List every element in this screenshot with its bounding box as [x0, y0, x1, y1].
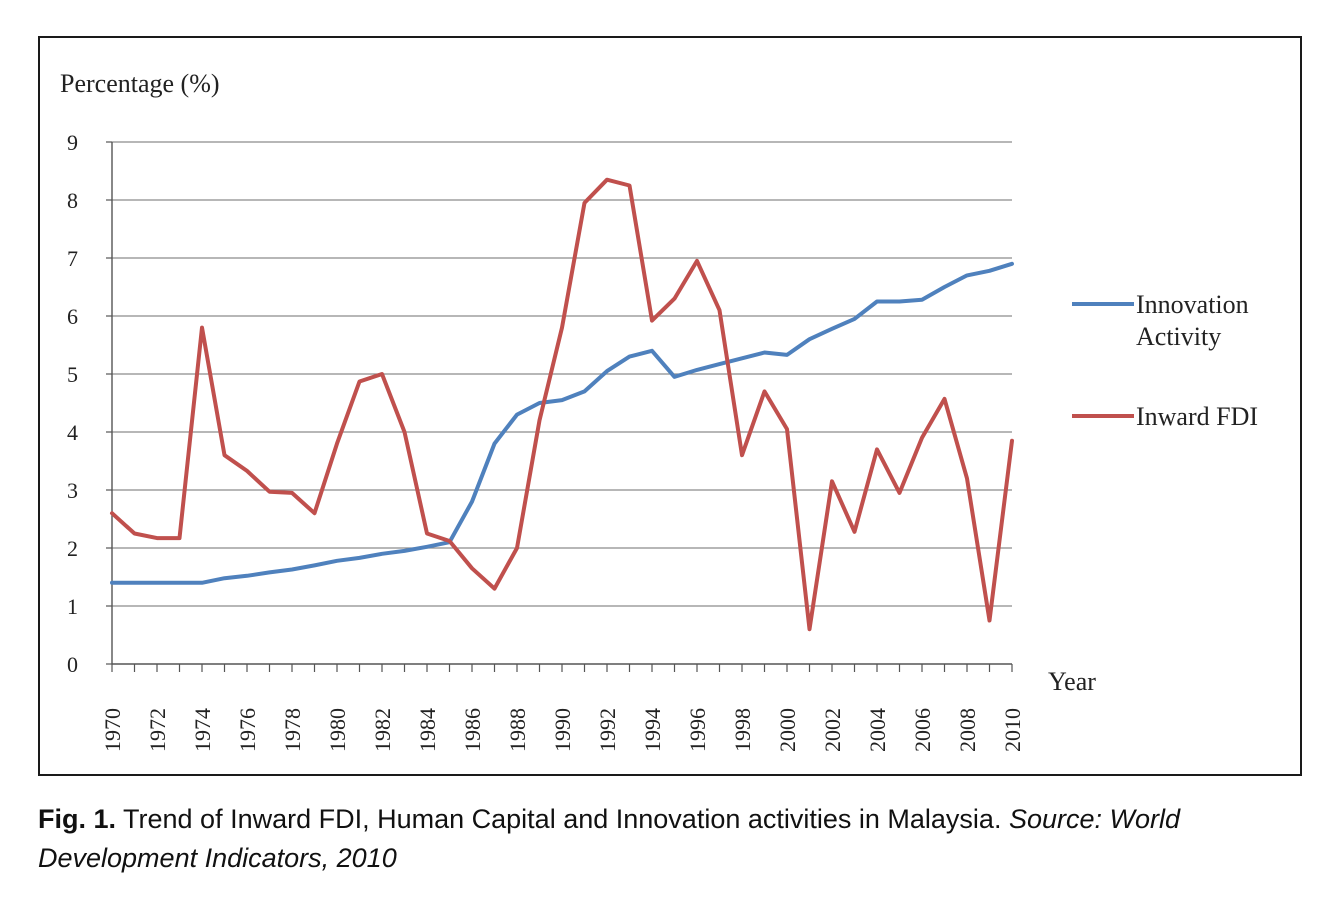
x-tick-label: 1984 — [415, 708, 440, 752]
y-tick-label: 1 — [67, 594, 78, 619]
legend: Innovation Activity Inward FDI — [1072, 290, 1258, 431]
x-tick-label: 1992 — [595, 708, 620, 752]
x-tick-label: 1976 — [235, 708, 260, 752]
x-tick-label: 2000 — [775, 708, 800, 752]
y-tick-label: 8 — [67, 188, 78, 213]
gridlines — [112, 141, 1012, 607]
x-tick-label: 1990 — [550, 708, 575, 752]
series-lines — [110, 177, 1014, 632]
x-tick-label: 2006 — [910, 708, 935, 752]
caption-text: Trend of Inward FDI, Human Capital and I… — [116, 804, 1009, 834]
x-tick-label: 1980 — [325, 708, 350, 752]
y-tick-label: 3 — [67, 478, 78, 503]
y-tick-label: 9 — [67, 130, 78, 155]
x-tick-label: 2008 — [955, 708, 980, 752]
y-axis-title: Percentage (%) — [60, 69, 220, 98]
y-tick-label: 4 — [67, 420, 78, 445]
x-tick-label: 1994 — [640, 708, 665, 752]
x-tick-label: 1974 — [190, 708, 215, 752]
caption-label: Fig. 1. — [38, 804, 117, 834]
y-tick-label: 2 — [67, 536, 78, 561]
y-tick-label: 0 — [67, 652, 78, 677]
axes — [106, 141, 1013, 672]
y-tick-labels: 0 1 2 3 4 5 6 7 8 9 — [67, 130, 78, 677]
legend-label-2: Inward FDI — [1136, 402, 1258, 431]
x-tick-label: 1996 — [685, 708, 710, 752]
x-tick-label: 1986 — [460, 708, 485, 752]
legend-label-1: Innovation Activity — [1136, 290, 1249, 351]
x-tick-label: 2010 — [1000, 708, 1025, 752]
x-tick-labels: 1970 1972 1974 1976 1978 1980 1982 1984 1986 1988… — [100, 708, 1025, 752]
caption-source: Source: World Development Indicators, 20… — [38, 804, 1181, 873]
y-tick-label: 6 — [67, 304, 78, 329]
y-tick-label: 5 — [67, 362, 78, 387]
y-tick-label: 7 — [67, 246, 78, 271]
series-line-2 — [110, 177, 1014, 632]
x-tick-label: 1982 — [370, 708, 395, 752]
x-axis-title: Year — [1048, 667, 1096, 696]
series-line-1 — [110, 261, 1014, 585]
x-tick-label: 1998 — [730, 708, 755, 752]
x-tick-label: 2004 — [865, 708, 890, 752]
x-tick-label: 2002 — [820, 708, 845, 752]
figure-caption: Fig. 1. Trend of Inward FDI, Human Capit… — [38, 800, 1298, 878]
x-tick-label: 1978 — [280, 708, 305, 752]
x-tick-label: 1970 — [100, 708, 125, 752]
x-tick-label: 1988 — [505, 708, 530, 752]
x-tick-label: 1972 — [145, 708, 170, 752]
